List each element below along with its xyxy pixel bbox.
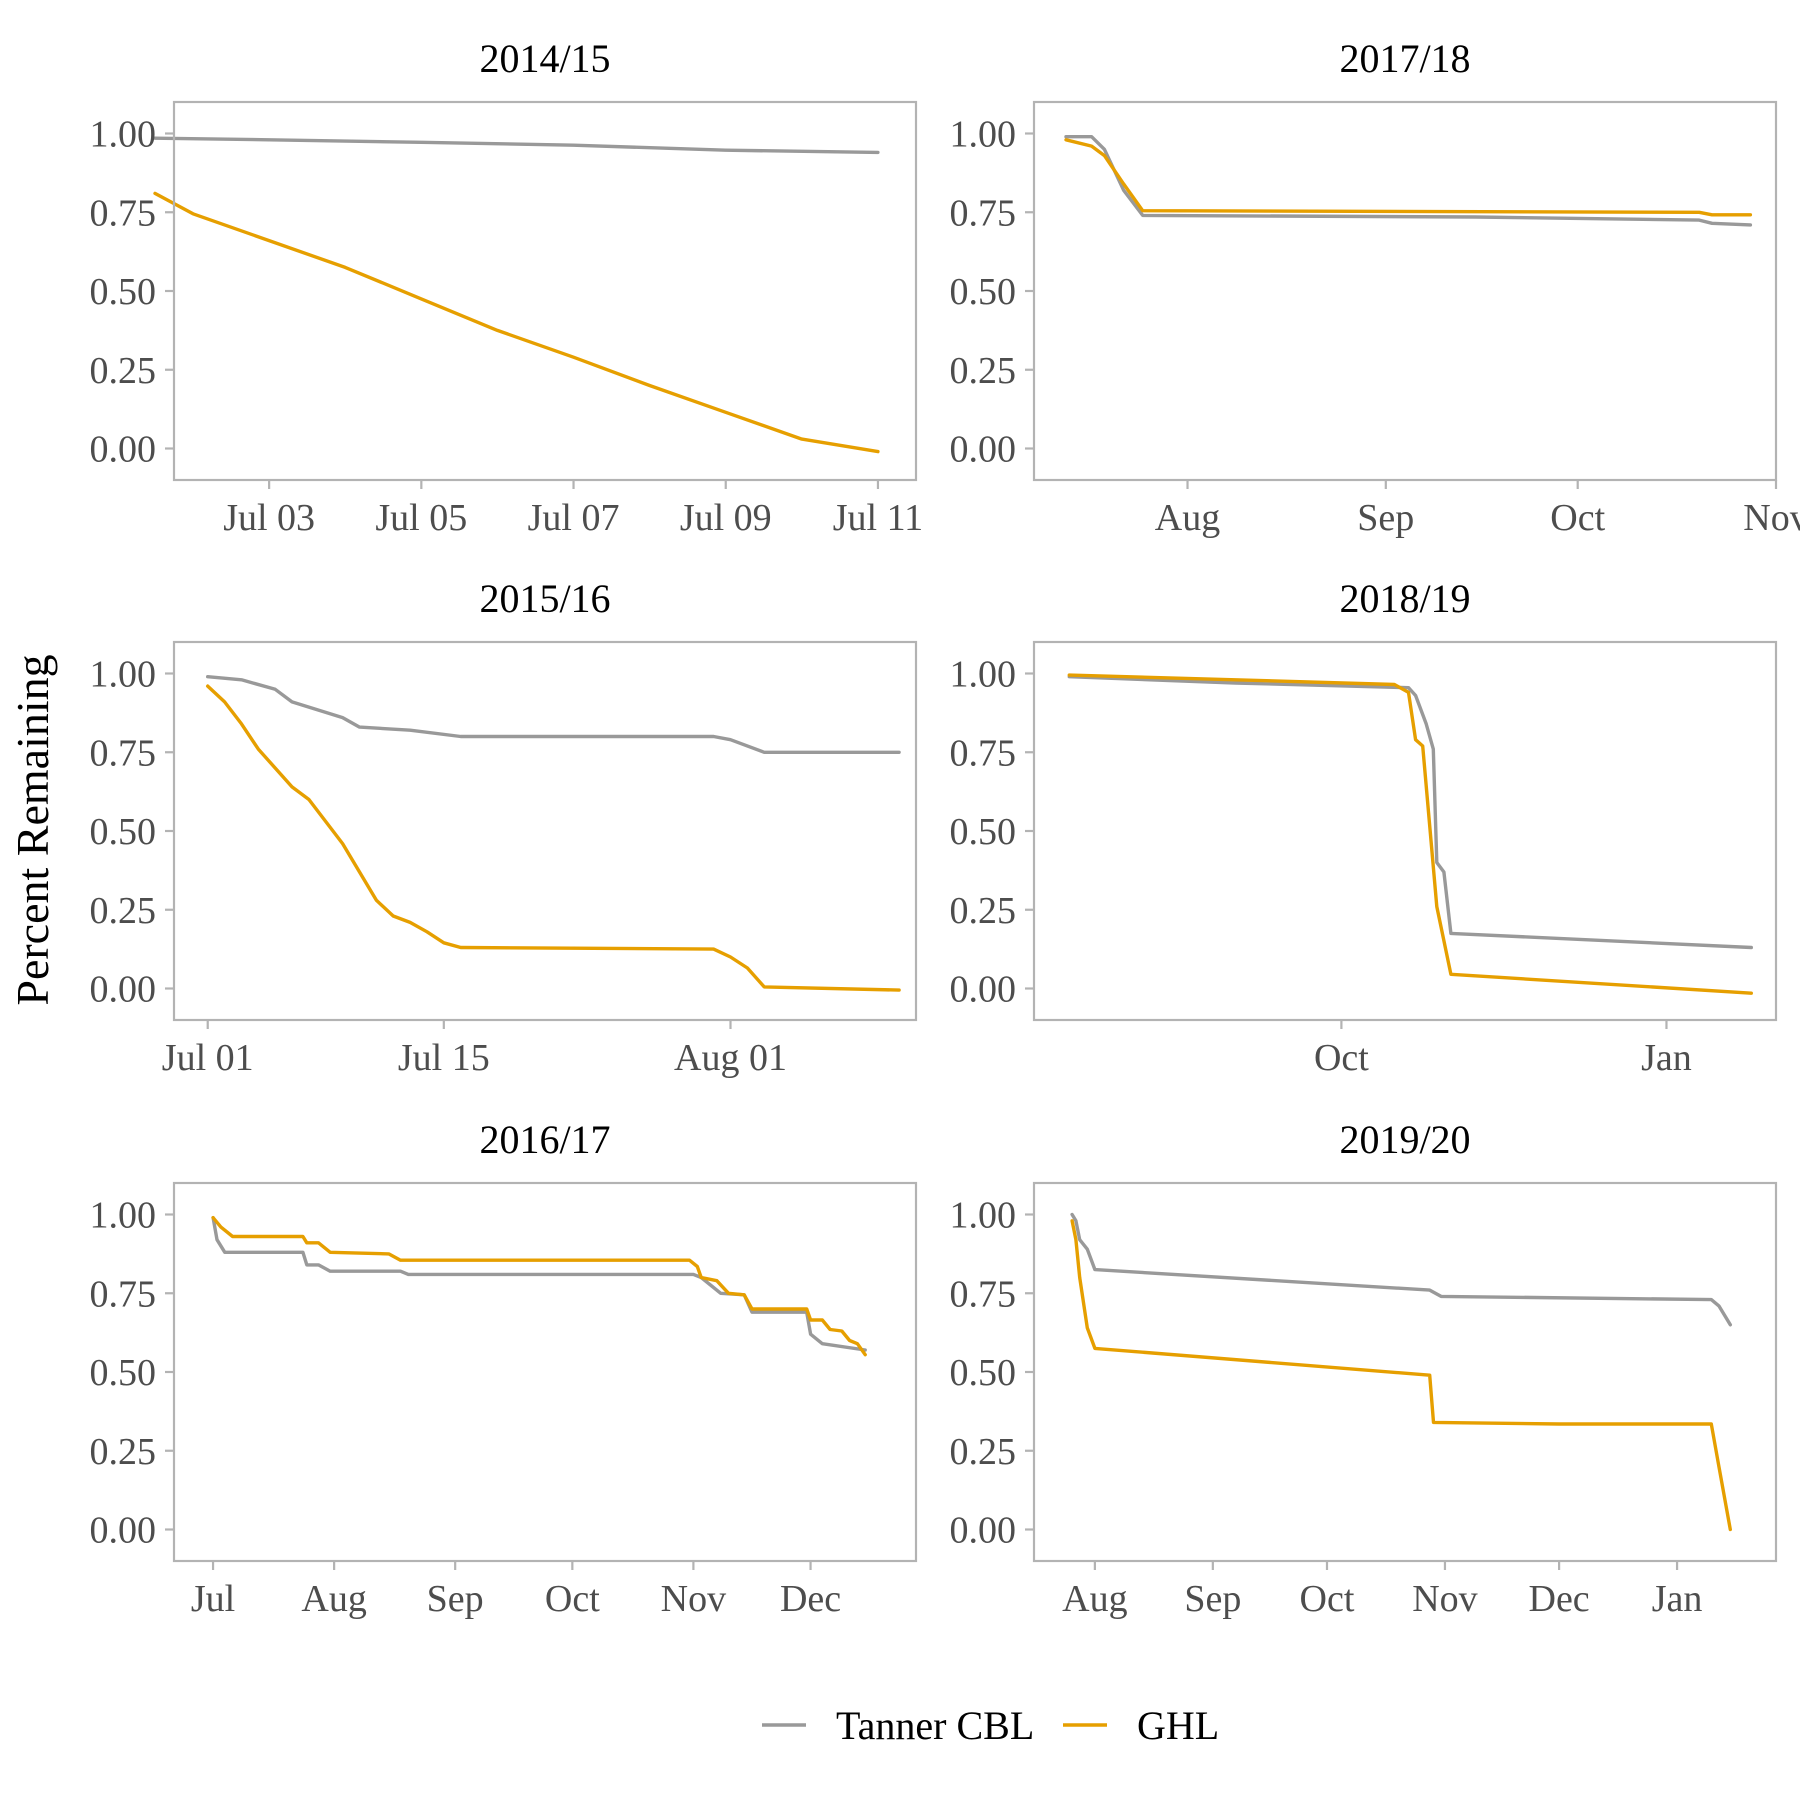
x-tick-label: Jul 01 (162, 1037, 254, 1079)
x-tick-label: Nov (661, 1578, 726, 1620)
y-tick-label: 0.25 (950, 890, 1017, 932)
x-tick-label: Dec (780, 1578, 841, 1620)
series-line-ghl-2018-19 (1067, 673, 1753, 995)
x-tick-label: Dec (1529, 1578, 1590, 1620)
x-tick-label: Oct (1300, 1578, 1355, 1620)
y-tick-label: 0.00 (950, 969, 1017, 1011)
x-tick-label: Aug (1062, 1578, 1127, 1620)
series-line-tanner-cbl-2014-15 (153, 136, 880, 155)
y-tick-label: 0.00 (90, 969, 157, 1011)
y-tick-label: 0.25 (950, 1431, 1017, 1473)
x-tick-label: Sep (427, 1578, 484, 1620)
y-tick-label: 1.00 (950, 1195, 1017, 1237)
panel-title-2017-18: 2017/18 (1339, 36, 1470, 81)
y-tick-label: 0.25 (90, 890, 157, 932)
y-tick-label: 0.00 (950, 1510, 1017, 1552)
x-tick-label: Sep (1357, 497, 1414, 539)
y-tick-label: 0.75 (950, 1273, 1017, 1315)
x-tick-label: Sep (1184, 1578, 1241, 1620)
x-tick-label: Jul 05 (375, 497, 467, 539)
x-tick-label: Aug (1155, 497, 1220, 539)
x-tick-label: Jul 11 (833, 497, 923, 539)
series-line-ghl-2014-15 (153, 191, 880, 454)
y-tick-label: 0.00 (90, 1510, 157, 1552)
x-tick-label: Jul (191, 1578, 235, 1620)
y-tick-label: 0.25 (950, 350, 1017, 392)
series-line-tanner-cbl-2017-18 (1064, 135, 1753, 227)
x-tick-label: Jan (1652, 1578, 1703, 1620)
x-tick-label: Aug 01 (674, 1037, 787, 1079)
y-axis-label: Percent Remaining (7, 654, 58, 1005)
x-tick-label: Jul 03 (223, 497, 315, 539)
y-tick-label: 0.50 (950, 1352, 1017, 1394)
series-line-ghl-2016-17 (211, 1216, 867, 1357)
panel-2019-20: 2019/20 1.00 0.75 0.50 0.25 0.00 Aug Sep Oct Nov D… (950, 1117, 1778, 1620)
panel-title-2015-16: 2015/16 (479, 576, 610, 621)
y-tick-label: 1.00 (950, 114, 1017, 156)
y-tick-label: 0.75 (950, 192, 1017, 234)
legend-label-ghl: GHL (1137, 1703, 1219, 1748)
y-tick-label: 0.25 (90, 1431, 157, 1473)
x-tick-label: Oct (545, 1578, 600, 1620)
y-tick-label: 0.00 (950, 429, 1017, 471)
y-tick-label: 1.00 (90, 1195, 157, 1237)
y-tick-label: 0.50 (950, 811, 1017, 853)
panel-title-2018-19: 2018/19 (1339, 576, 1470, 621)
series-line-tanner-cbl-2016-17 (211, 1216, 867, 1352)
x-tick-label: Nov (1743, 497, 1800, 539)
x-tick-label: Jul 07 (528, 497, 620, 539)
y-tick-label: 1.00 (950, 654, 1017, 696)
panel-frame-2014-15 (172, 100, 918, 482)
series-line-tanner-cbl-2018-19 (1067, 675, 1753, 950)
facet-panels: 2014/15 1.00 0.75 0.50 0.25 0.00 Jul 03 Jul 05 J… (90, 36, 1800, 1620)
legend-label-tanner-cbl: Tanner CBL (836, 1703, 1034, 1748)
y-tick-label: 0.75 (950, 732, 1017, 774)
y-tick-label: 0.75 (90, 192, 157, 234)
series-line-ghl-2017-18 (1064, 138, 1753, 217)
y-tick-label: 0.50 (90, 271, 157, 313)
panel-frame-2016-17 (172, 1181, 918, 1563)
y-tick-label: 1.00 (90, 654, 157, 696)
x-tick-label: Nov (1412, 1578, 1477, 1620)
y-tick-label: 0.50 (90, 811, 157, 853)
panel-frame-2018-19 (1032, 640, 1778, 1022)
legend: Tanner CBL GHL (762, 1703, 1219, 1748)
panel-title-2019-20: 2019/20 (1339, 1117, 1470, 1162)
x-tick-label: Oct (1314, 1037, 1369, 1079)
y-tick-label: 0.00 (90, 429, 157, 471)
y-tick-label: 0.50 (90, 1352, 157, 1394)
x-tick-label: Jan (1641, 1037, 1692, 1079)
y-tick-label: 0.75 (90, 732, 157, 774)
x-tick-label: Jul 09 (680, 497, 772, 539)
series-line-tanner-cbl-2019-20 (1070, 1212, 1732, 1327)
y-tick-label: 0.50 (950, 271, 1017, 313)
panel-title-2014-15: 2014/15 (479, 36, 610, 81)
panel-2014-15: 2014/15 1.00 0.75 0.50 0.25 0.00 Jul 03 Jul 05 J… (90, 36, 924, 539)
panel-2018-19: 2018/19 1.00 0.75 0.50 0.25 0.00 Oct Jan (950, 576, 1778, 1079)
x-tick-label: Aug (301, 1578, 366, 1620)
panel-frame-2017-18 (1032, 100, 1778, 482)
panel-2016-17: 2016/17 1.00 0.75 0.50 0.25 0.00 Jul Aug Sep Oct N… (90, 1117, 918, 1620)
series-line-ghl-2015-16 (206, 684, 901, 992)
panel-2017-18: 2017/18 1.00 0.75 0.50 0.25 0.00 Aug Sep Oct Nov (950, 36, 1800, 539)
series-line-ghl-2019-20 (1070, 1219, 1732, 1532)
y-tick-label: 1.00 (90, 114, 157, 156)
y-tick-label: 0.75 (90, 1273, 157, 1315)
x-tick-label: Jul 15 (398, 1037, 490, 1079)
x-tick-label: Oct (1550, 497, 1605, 539)
y-tick-label: 0.25 (90, 350, 157, 392)
series-line-tanner-cbl-2015-16 (206, 675, 901, 754)
panel-title-2016-17: 2016/17 (479, 1117, 610, 1162)
